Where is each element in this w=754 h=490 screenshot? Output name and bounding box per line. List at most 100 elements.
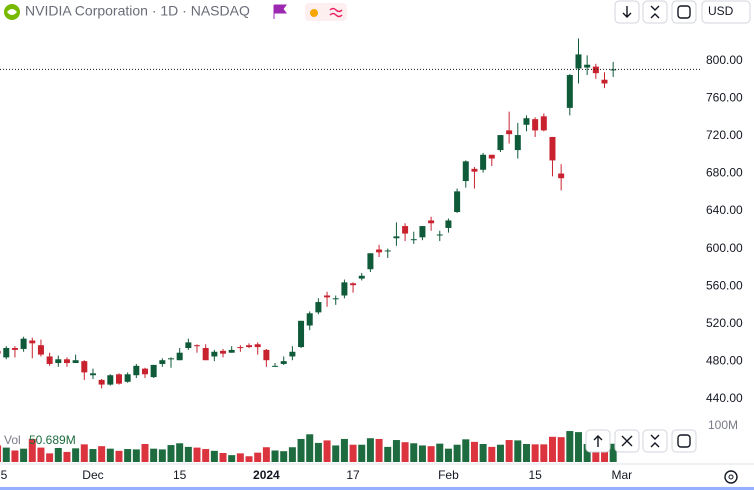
volume-bar [219, 453, 227, 462]
volume-bar [314, 442, 322, 462]
volume-bar [124, 449, 132, 462]
volume-bar [557, 437, 565, 462]
volume-bar [436, 443, 444, 462]
flag-icon[interactable] [273, 4, 287, 19]
candle-body [150, 364, 157, 378]
candle-body [237, 347, 244, 349]
volume-bar [184, 446, 192, 462]
candle-body [376, 249, 383, 253]
candle-body [98, 379, 105, 385]
volume-bar [54, 447, 62, 462]
volume-bar [531, 444, 539, 462]
collapse-button[interactable] [642, 0, 668, 24]
symbol-title[interactable]: NVIDIA Corporation · 1D · NASDAQ [25, 3, 250, 19]
volume-bar [0, 445, 2, 462]
volume-bar [37, 447, 45, 462]
maximize-button[interactable] [671, 0, 697, 24]
volume-bar [375, 438, 383, 462]
candle-body [332, 298, 339, 300]
candle-body [540, 116, 547, 131]
settings-icon [728, 474, 734, 480]
candle-body [37, 345, 44, 355]
volume-bar [444, 448, 452, 462]
volume-bar [566, 431, 574, 462]
collapse-icon [650, 434, 660, 448]
volume-bar [540, 444, 548, 462]
header-bg [0, 0, 360, 24]
candle-body [29, 340, 36, 344]
maximize-icon [677, 434, 691, 448]
candle-body [324, 295, 331, 298]
collapse-button[interactable] [642, 429, 668, 453]
candle-body [592, 66, 599, 74]
settings-button[interactable] [724, 470, 738, 484]
volume-bar [202, 449, 210, 462]
candle-body [497, 135, 504, 151]
candle-body [194, 345, 201, 347]
candle-body [3, 348, 10, 358]
y-tick-label: 640.00 [706, 203, 743, 217]
candle-body [202, 348, 209, 361]
volume-bar [46, 453, 54, 462]
volume-bar [470, 441, 478, 462]
volume-bar [89, 449, 97, 462]
volume-bar [496, 444, 504, 462]
volume-bar [306, 434, 314, 462]
candle-body [211, 351, 218, 357]
volume-bar [453, 444, 461, 462]
candle-body [402, 226, 409, 234]
volume-bar [28, 438, 36, 462]
x-tick-label: 17 [346, 468, 360, 482]
candle-body [306, 313, 313, 326]
candle-body [436, 234, 443, 236]
volume-bar [462, 439, 470, 462]
volume-bar [262, 447, 270, 462]
arrow-icon [593, 435, 603, 447]
maximize-button[interactable] [671, 429, 697, 453]
x-tick-label: 15 [173, 468, 187, 482]
volume-bar [288, 447, 296, 462]
volume-bar [401, 442, 409, 462]
plot-area: 440.00 480.00 520.00 560.00 600.00 640.00 680.… [0, 38, 743, 462]
candle-body [89, 373, 96, 376]
volume-bar [505, 440, 513, 462]
volume-bar [366, 438, 374, 462]
volume-bar [80, 444, 88, 462]
candle-body [575, 54, 582, 69]
candle-body [263, 349, 270, 361]
candle-body [81, 361, 88, 373]
volume-bar [132, 449, 140, 462]
candle-body [358, 275, 365, 279]
candle-body [610, 69, 617, 71]
candle-body [0, 350, 1, 354]
candle-body [419, 226, 426, 238]
candle-body [445, 220, 452, 228]
x-tick-label: Dec [82, 468, 103, 482]
volume-bar [601, 447, 608, 462]
candle-body [141, 368, 148, 375]
volume-bar [228, 455, 236, 462]
volume-bar [349, 444, 357, 462]
candle-body [124, 374, 131, 382]
y-tick-label: 440.00 [706, 391, 743, 405]
arrow-icon [622, 6, 632, 18]
volume-bar [63, 451, 71, 462]
volume-bar [11, 450, 19, 462]
volume-bar [167, 445, 175, 462]
currency-button[interactable] [701, 0, 751, 24]
candle-body [115, 374, 122, 384]
candle-body [11, 348, 18, 350]
candle-body [532, 119, 539, 131]
volume-bar [410, 443, 418, 462]
y-tick-label: 760.00 [706, 91, 743, 105]
volume-bar [514, 440, 522, 462]
volume-bar [609, 443, 617, 462]
currency[interactable]: USD [708, 4, 734, 18]
volume-bar [150, 448, 158, 462]
candle-body [462, 161, 469, 182]
candle-body [506, 130, 513, 135]
candle-body [367, 253, 374, 270]
candle-body [55, 359, 62, 364]
volume-title: Vol [4, 433, 21, 447]
sun-icon [310, 9, 318, 17]
